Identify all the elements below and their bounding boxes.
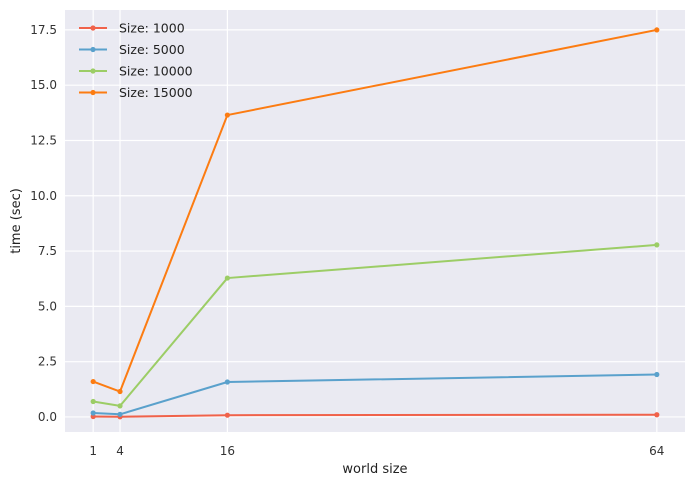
x-tick-label: 1 bbox=[89, 444, 97, 458]
data-point bbox=[117, 411, 123, 417]
legend-entry: Size: 1000 bbox=[119, 21, 185, 36]
data-point bbox=[224, 112, 230, 118]
y-tick-label: 10.0 bbox=[30, 189, 57, 203]
data-point bbox=[224, 412, 230, 418]
legend-marker bbox=[90, 25, 96, 31]
series-line bbox=[93, 373, 657, 416]
legend-marker bbox=[90, 89, 96, 96]
series-line bbox=[92, 28, 658, 393]
y-ticks: 0.0 2.5 5.0 7.5 10.0 12.5 15.0 17.5 bbox=[30, 23, 57, 424]
series-line bbox=[93, 413, 657, 418]
data-point bbox=[90, 398, 96, 405]
data-point bbox=[654, 412, 660, 418]
y-tick-label: 5.0 bbox=[38, 299, 57, 313]
data-point bbox=[90, 410, 96, 416]
y-tick-label: 7.5 bbox=[38, 244, 57, 258]
data-point bbox=[654, 27, 660, 33]
data-point bbox=[224, 275, 230, 281]
y-tick-label: 17.5 bbox=[30, 23, 57, 37]
data-point bbox=[224, 379, 230, 385]
series-line bbox=[93, 243, 657, 407]
y-tick-label: 0.0 bbox=[38, 410, 57, 424]
x-tick-label: 64 bbox=[649, 444, 664, 458]
y-tick-label: 2.5 bbox=[38, 355, 57, 369]
x-tick-label: 16 bbox=[220, 444, 235, 458]
x-ticks: 1 4 16 64 bbox=[89, 444, 664, 458]
legend: Size: 1000 Size: 5000 Size: 10000 Size: 150… bbox=[79, 21, 193, 100]
y-tick-label: 12.5 bbox=[30, 133, 57, 147]
legend-marker bbox=[90, 46, 96, 53]
legend-entry: Size: 10000 bbox=[119, 64, 193, 79]
legend-entry: Size: 15000 bbox=[119, 85, 193, 100]
data-point bbox=[90, 378, 96, 385]
data-point bbox=[654, 371, 660, 378]
x-tick-label: 4 bbox=[116, 444, 124, 458]
x-axis-label: world size bbox=[342, 462, 407, 477]
series-lines bbox=[90, 27, 660, 420]
data-point bbox=[117, 388, 123, 395]
legend-entry: Size: 5000 bbox=[119, 42, 185, 57]
data-point bbox=[117, 403, 123, 409]
y-tick-label: 15.0 bbox=[30, 78, 57, 92]
legend-marker bbox=[90, 68, 96, 74]
y-axis-label: time (sec) bbox=[9, 188, 24, 254]
grid bbox=[65, 10, 685, 432]
data-point bbox=[654, 242, 660, 248]
